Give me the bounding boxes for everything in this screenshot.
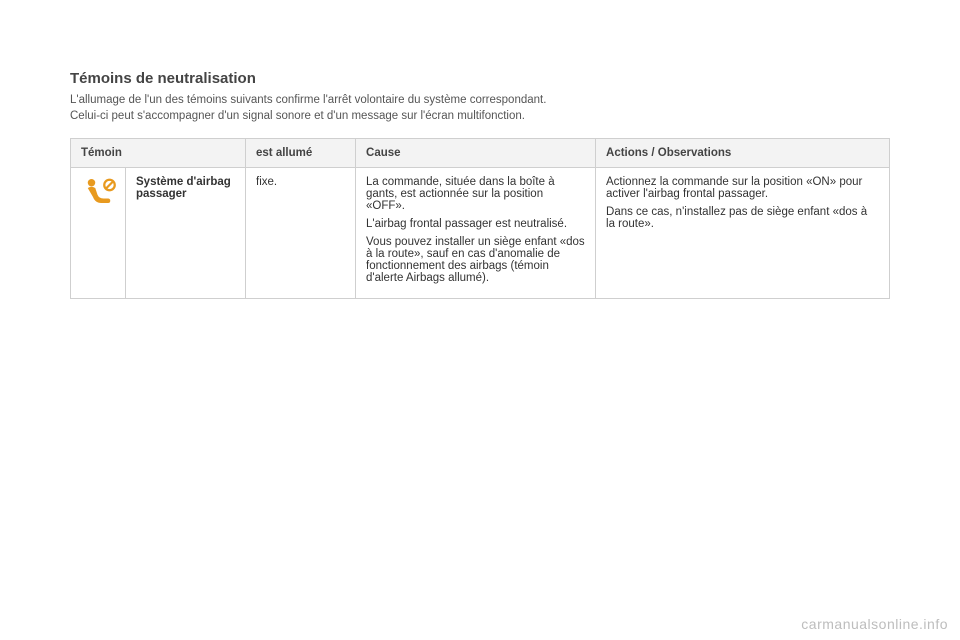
cause-paragraph: La commande, située dans la boîte à gant…	[366, 176, 585, 212]
state-cell: fixe.	[246, 168, 356, 299]
manual-page: Témoins de neutralisation L'allumage de …	[0, 0, 960, 299]
system-name: Système d'airbag passager	[126, 168, 246, 299]
action-paragraph: Actionnez la commande sur la position «O…	[606, 176, 879, 200]
action-cell: Actionnez la commande sur la position «O…	[596, 168, 890, 299]
watermark: carmanualsonline.info	[801, 616, 948, 632]
cause-paragraph: L'airbag frontal passager est neutralisé…	[366, 218, 585, 230]
intro-line-1: L'allumage de l'un des témoins suivants …	[70, 93, 890, 109]
intro-line-2: Celui-ci peut s'accompagner d'un signal …	[70, 109, 890, 125]
cause-cell: La commande, située dans la boîte à gant…	[356, 168, 596, 299]
header-state: est allumé	[246, 139, 356, 168]
header-cause: Cause	[356, 139, 596, 168]
header-actions: Actions / Observations	[596, 139, 890, 168]
table-header-row: Témoin est allumé Cause Actions / Observ…	[71, 139, 890, 168]
airbag-off-icon	[81, 197, 117, 209]
cause-paragraph: Vous pouvez installer un siège enfant «d…	[366, 236, 585, 284]
table-row: Système d'airbag passager fixe. La comma…	[71, 168, 890, 299]
icon-cell	[71, 168, 126, 299]
section-title: Témoins de neutralisation	[70, 70, 890, 87]
action-paragraph: Dans ce cas, n'installez pas de siège en…	[606, 206, 879, 230]
warning-lights-table: Témoin est allumé Cause Actions / Observ…	[70, 138, 890, 299]
section-intro: L'allumage de l'un des témoins suivants …	[70, 93, 890, 124]
header-witness: Témoin	[71, 139, 246, 168]
